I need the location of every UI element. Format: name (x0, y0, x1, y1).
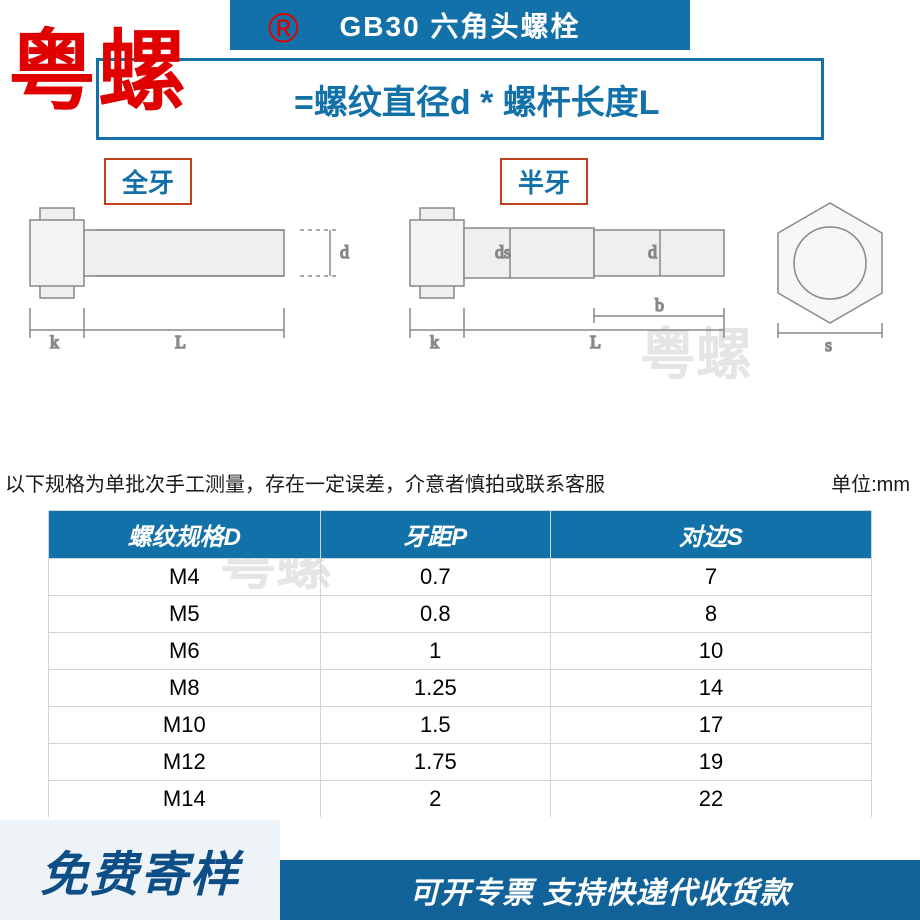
dim-b: b (655, 295, 664, 315)
formula-text: =螺纹直径d * 螺杆长度L (294, 75, 660, 124)
table-row: M101.517 (49, 707, 872, 744)
bolt-diagram-svg: d k L ds d (0, 158, 920, 388)
dim-k-mid: k (430, 332, 439, 352)
formula-box: =螺纹直径d * 螺杆长度L (96, 58, 824, 140)
bolt-diagrams: d k L ds d (0, 158, 920, 388)
banner-right: 可开专票 支持快递代收货款 (280, 860, 920, 920)
header-title-text: GB30 六角头螺栓 (340, 5, 581, 45)
table-row: M121.7519 (49, 744, 872, 781)
banner-right-text: 可开专票 支持快递代收货款 (409, 868, 790, 912)
banner-left: 免费寄样 (0, 820, 280, 920)
table-header-row: 螺纹规格D 牙距P 对边S (49, 511, 872, 559)
dim-L-left: L (175, 332, 186, 352)
col-D: 螺纹规格D (49, 511, 321, 559)
table-row: M40.77 (49, 559, 872, 596)
dim-s: s (825, 335, 832, 355)
dim-k-left: k (50, 332, 59, 352)
dim-d-left: d (340, 242, 349, 262)
table-row: M50.88 (49, 596, 872, 633)
unit-label: 单位:mm (831, 468, 910, 497)
dim-ds: ds (495, 242, 511, 262)
table-row: M6110 (49, 633, 872, 670)
spec-table: 螺纹规格D 牙距P 对边S M40.77 M50.88 M6110 M81.25… (48, 510, 872, 817)
header-title: GB30 六角头螺栓 (230, 0, 690, 50)
dim-L-mid: L (590, 332, 601, 352)
table-body: M40.77 M50.88 M6110 M81.2514 M101.517 M1… (49, 559, 872, 818)
brand-watermark: 粤螺 (8, 28, 188, 116)
dim-d-mid: d (648, 242, 657, 262)
table-row: M81.2514 (49, 670, 872, 707)
banner-left-text: 免费寄样 (40, 835, 240, 905)
col-S: 对边S (551, 511, 872, 559)
table-row: M14222 (49, 781, 872, 818)
disclaimer-text: 以下规格为单批次手工测量，存在一定误差，介意者慎拍或联系客服 (5, 468, 605, 497)
col-P: 牙距P (320, 511, 550, 559)
registered-symbol: ® (268, 4, 299, 52)
